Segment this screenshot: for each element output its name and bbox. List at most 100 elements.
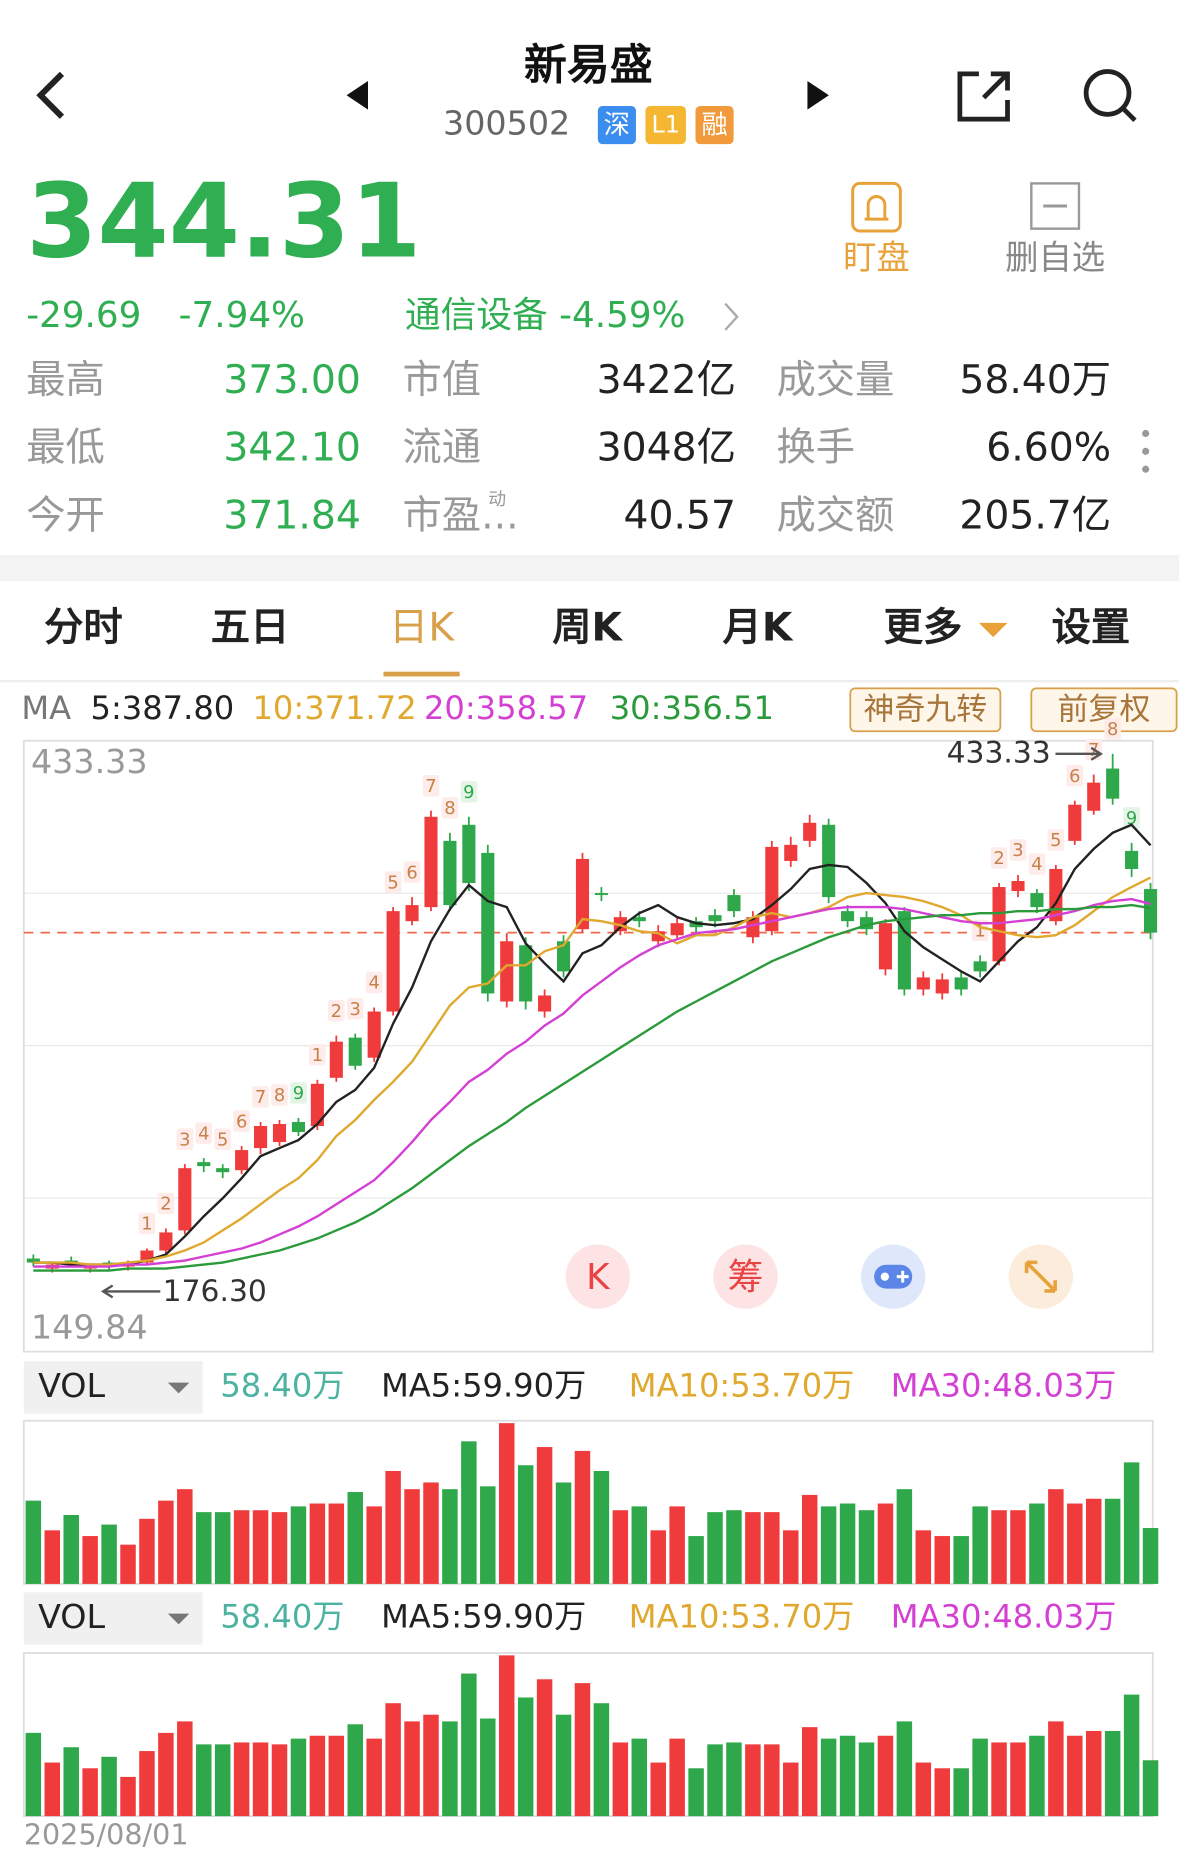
float-button-label[interactable]: 筹 (728, 1257, 764, 1298)
nine-turn-label: 1 (141, 1214, 152, 1235)
watch-button[interactable] (851, 181, 902, 233)
volume-bar (120, 1544, 136, 1584)
stat-value: 205.7亿 (959, 494, 1111, 539)
candle (159, 1228, 173, 1255)
nine-turn-box (460, 781, 478, 803)
nine-turn-box (384, 871, 402, 893)
ma-label: MA (21, 689, 71, 727)
candle-body (329, 1041, 343, 1078)
chart-option[interactable] (1030, 687, 1178, 733)
candle (784, 836, 798, 867)
change-pct: -7.94% (179, 295, 305, 336)
back-button[interactable] (36, 71, 65, 119)
volume-bar (593, 1470, 610, 1584)
nine-turn-label: 9 (293, 1083, 304, 1104)
volume-bar (139, 1751, 155, 1817)
ma-line (33, 903, 1151, 1272)
high-marker: 433.33 (947, 735, 1051, 770)
volume-bar (347, 1492, 363, 1584)
candle (670, 917, 684, 940)
volume-bar (669, 1506, 685, 1584)
candle-body (310, 1083, 324, 1126)
candle (254, 1121, 268, 1155)
remove-button[interactable] (1030, 182, 1081, 230)
more-dot[interactable] (1142, 447, 1150, 455)
candle (481, 844, 495, 1002)
chart-option[interactable] (849, 687, 1002, 733)
volume-bar (1010, 1742, 1026, 1817)
expand-icon[interactable] (1024, 1260, 1057, 1293)
nine-turn-box (157, 1192, 175, 1215)
nine-turn-box (990, 847, 1008, 869)
more-dot[interactable] (1142, 465, 1150, 473)
candle-body (935, 979, 949, 994)
chart-option-label[interactable]: 神奇九转 (863, 691, 987, 727)
tab[interactable]: 月K (723, 605, 794, 650)
tab[interactable]: 周K (552, 605, 623, 650)
vol-caret[interactable] (167, 1613, 190, 1625)
candle-body (1030, 893, 1044, 908)
float-button[interactable] (713, 1244, 778, 1309)
volume-bar (233, 1510, 250, 1584)
vol-label[interactable]: VOL (38, 1597, 105, 1636)
tab[interactable]: 分时 (44, 605, 123, 650)
volume-bar (764, 1512, 780, 1584)
candle (935, 973, 949, 1000)
volume-bar (385, 1703, 401, 1817)
vol-label[interactable]: VOL (38, 1366, 105, 1405)
tab[interactable]: 更多 (884, 605, 963, 650)
candle-body (670, 923, 684, 936)
vol-selector[interactable] (23, 1592, 203, 1645)
sector-chevron[interactable] (724, 302, 739, 331)
volume-bar (631, 1738, 648, 1817)
stat-label: 市盈... (403, 494, 519, 539)
volume-bar (839, 1503, 856, 1584)
next-stock[interactable] (807, 80, 829, 110)
sector[interactable]: 通信设备 -4.59% (405, 295, 686, 336)
volume-bar (271, 1512, 288, 1584)
gamepad-dot[interactable] (880, 1272, 890, 1281)
remove-label[interactable]: 删自选 (1005, 238, 1105, 277)
tab[interactable]: 设置 (1052, 605, 1131, 650)
candle (689, 917, 703, 934)
more-dot[interactable] (1142, 429, 1150, 438)
candle (1143, 883, 1158, 940)
volume-bar (44, 1762, 61, 1817)
candle (367, 1007, 381, 1062)
volume-bar (783, 1762, 799, 1817)
candle-body (291, 1121, 305, 1133)
candle-body (1143, 889, 1158, 933)
float-button-label[interactable]: K (586, 1257, 611, 1298)
candle-body (178, 1168, 192, 1231)
nine-turn-label: 4 (368, 973, 379, 994)
candle (291, 1117, 305, 1137)
stat-value: 3048亿 (597, 426, 736, 471)
volume-bar (574, 1450, 591, 1584)
tab[interactable]: 日K (389, 605, 455, 650)
nine-turn-label: 2 (160, 1194, 171, 1215)
share-button[interactable] (957, 71, 1010, 122)
float-button[interactable] (565, 1244, 630, 1309)
more-caret[interactable] (978, 622, 1008, 638)
candle-body (916, 977, 930, 990)
search-button[interactable] (1083, 69, 1137, 122)
volume-bar (328, 1503, 345, 1584)
candle-body (500, 941, 514, 1002)
volume-bar (1142, 1528, 1159, 1584)
volume-bar (801, 1494, 818, 1584)
nine-turn-box (309, 1044, 326, 1066)
vol-caret[interactable] (167, 1382, 190, 1394)
volume-bar (1029, 1503, 1045, 1584)
gamepad-plus[interactable] (896, 1270, 909, 1283)
stat-label: 今开 (26, 494, 105, 539)
chart-option-label[interactable]: 前复权 (1058, 691, 1151, 727)
candle (765, 840, 779, 936)
tab[interactable]: 五日 (211, 605, 290, 650)
candle-body (727, 895, 741, 912)
volume-bar (423, 1482, 439, 1584)
volume-bar (1104, 1498, 1121, 1584)
volume-bar (612, 1510, 629, 1584)
watch-label[interactable]: 盯盘 (843, 238, 910, 277)
prev-stock[interactable] (346, 80, 368, 110)
volume-bar (915, 1530, 932, 1584)
